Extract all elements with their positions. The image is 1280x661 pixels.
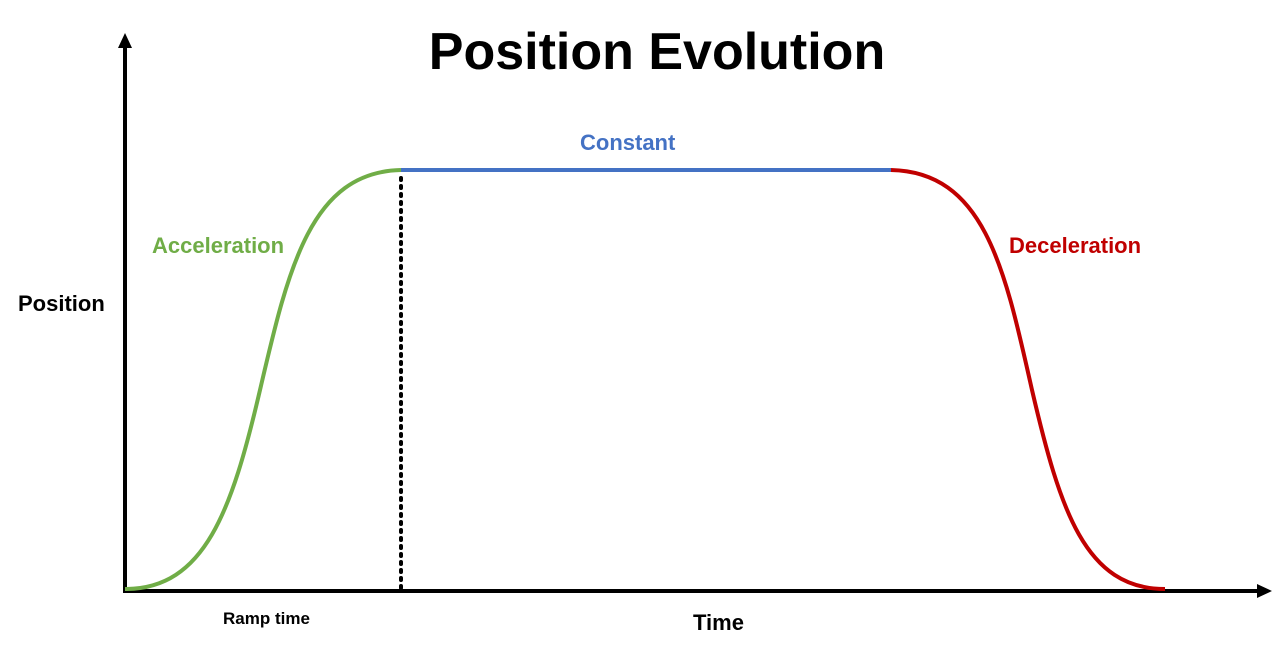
acceleration-label: Acceleration — [152, 233, 285, 258]
ramp-time-label: Ramp time — [223, 609, 310, 628]
deceleration-curve — [890, 168, 1166, 591]
x-axis-label: Time — [693, 610, 744, 635]
x-axis-arrow-icon — [1257, 584, 1272, 598]
constant-label: Constant — [580, 130, 676, 155]
y-axis-label: Position — [18, 291, 105, 316]
y-axis-arrow-icon — [118, 33, 132, 48]
acceleration-curve — [124, 168, 402, 591]
diagram-title: Position Evolution — [428, 23, 886, 81]
deceleration-label: Deceleration — [1009, 233, 1142, 258]
